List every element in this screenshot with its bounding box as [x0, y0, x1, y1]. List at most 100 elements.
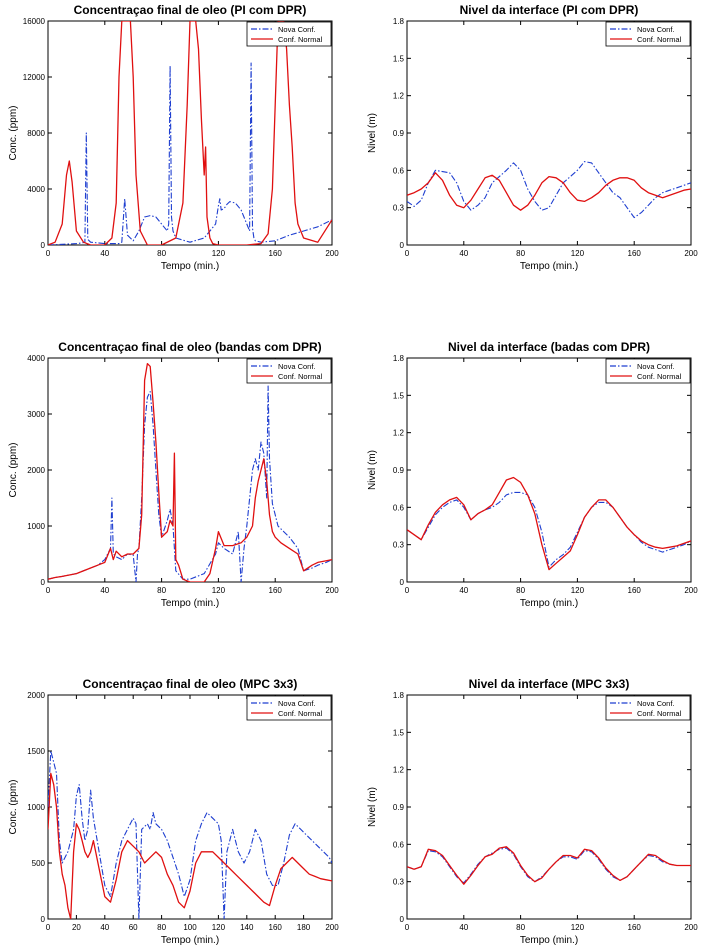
- y-tick-label: 8000: [27, 129, 45, 138]
- y-tick-label: 1500: [27, 747, 45, 756]
- legend-box: [605, 695, 691, 721]
- series-line-nova-conf: [407, 491, 691, 568]
- legend-label: Nova Conf.: [637, 25, 675, 34]
- chart-panel-5: Concentraçao final de oleo (MPC 3x3) Temp…: [8, 677, 339, 946]
- y-tick-label: 1.5: [393, 391, 405, 400]
- x-tick-label: 200: [684, 586, 698, 595]
- y-tick-label: 0: [400, 578, 405, 587]
- y-tick-label: 0.3: [393, 541, 405, 550]
- legend-label: Nova Conf.: [278, 25, 316, 34]
- y-tick-label: 0.3: [393, 204, 405, 213]
- y-tick-label: 2000: [27, 691, 45, 700]
- x-tick-label: 200: [325, 923, 339, 932]
- x-tick-label: 60: [129, 923, 138, 932]
- chart-panel-1: Concentraçao final de oleo (PI com DPR) T…: [8, 3, 339, 272]
- x-tick-label: 120: [212, 923, 226, 932]
- y-axis-label: Conc. (ppm): [8, 779, 19, 834]
- x-tick-label: 40: [100, 586, 109, 595]
- chart-title: Nivel da interface (PI com DPR): [460, 3, 639, 17]
- chart-title: Nivel da interface (badas com DPR): [448, 340, 650, 354]
- chart-title: Nivel da interface (MPC 3x3): [469, 677, 630, 691]
- legend-box: [246, 358, 332, 384]
- x-tick-label: 40: [459, 249, 468, 258]
- y-tick-label: 1.8: [393, 17, 405, 26]
- plot-area: [406, 20, 692, 246]
- x-tick-label: 40: [459, 923, 468, 932]
- y-tick-label: 0: [41, 915, 46, 924]
- x-tick-label: 200: [684, 249, 698, 258]
- series-line-nova-conf: [48, 62, 332, 245]
- legend-label: Conf. Normal: [637, 35, 682, 44]
- y-tick-label: 0.9: [393, 803, 405, 812]
- y-tick-label: 1.5: [393, 54, 405, 63]
- chart-title: Concentraçao final de oleo (bandas com D…: [58, 340, 321, 354]
- x-tick-label: 0: [46, 249, 51, 258]
- x-axis-label: Tempo (min.): [520, 261, 578, 272]
- legend-label: Conf. Normal: [637, 372, 682, 381]
- series-group: [48, 362, 332, 582]
- x-tick-label: 80: [157, 923, 166, 932]
- y-axis-label: Nivel (m): [367, 450, 378, 490]
- legend: Nova Conf.Conf. Normal: [605, 695, 691, 721]
- y-tick-label: 0.3: [393, 878, 405, 887]
- chart-panel-3: Concentraçao final de oleo (bandas com D…: [8, 340, 339, 609]
- x-tick-label: 100: [183, 923, 197, 932]
- y-tick-label: 4000: [27, 354, 45, 363]
- x-tick-label: 120: [571, 923, 585, 932]
- chart-panel-4: Nivel da interface (badas com DPR) Tempo …: [367, 340, 698, 609]
- plot-area: [47, 20, 333, 246]
- x-tick-label: 140: [240, 923, 254, 932]
- series-group: [48, 750, 332, 919]
- x-axis-label: Tempo (min.): [520, 935, 578, 946]
- series-line-nova-conf: [407, 161, 691, 219]
- y-tick-label: 2000: [27, 466, 45, 475]
- y-tick-label: 0: [400, 241, 405, 250]
- y-tick-label: 3000: [27, 410, 45, 419]
- y-tick-label: 0.6: [393, 166, 405, 175]
- chart-title: Concentraçao final de oleo (MPC 3x3): [83, 677, 298, 691]
- x-tick-label: 40: [459, 586, 468, 595]
- series-group: [407, 161, 691, 219]
- legend-box: [246, 695, 332, 721]
- y-tick-label: 0.9: [393, 129, 405, 138]
- y-tick-label: 0: [400, 915, 405, 924]
- x-tick-label: 200: [325, 249, 339, 258]
- x-tick-label: 160: [269, 586, 283, 595]
- x-tick-label: 40: [100, 923, 109, 932]
- y-tick-label: 1000: [27, 803, 45, 812]
- legend-label: Nova Conf.: [278, 362, 316, 371]
- x-tick-label: 0: [46, 923, 51, 932]
- legend: Nova Conf.Conf. Normal: [246, 695, 332, 721]
- legend-label: Nova Conf.: [278, 699, 316, 708]
- legend-label: Nova Conf.: [637, 699, 675, 708]
- x-tick-label: 120: [212, 586, 226, 595]
- y-tick-label: 1000: [27, 522, 45, 531]
- x-tick-label: 0: [405, 586, 410, 595]
- x-tick-label: 0: [405, 923, 410, 932]
- y-tick-label: 1.2: [393, 766, 405, 775]
- legend-label: Conf. Normal: [637, 709, 682, 718]
- y-tick-label: 0: [41, 578, 46, 587]
- chart-panel-2: Nivel da interface (PI com DPR) Tempo (mi…: [367, 3, 698, 272]
- x-tick-label: 120: [571, 249, 585, 258]
- plot-area: [406, 357, 692, 583]
- legend-box: [605, 358, 691, 384]
- y-tick-label: 1.8: [393, 691, 405, 700]
- y-tick-label: 4000: [27, 185, 45, 194]
- y-tick-label: 12000: [23, 73, 46, 82]
- x-tick-label: 200: [325, 586, 339, 595]
- legend: Nova Conf.Conf. Normal: [605, 21, 691, 47]
- series-group: [407, 846, 691, 885]
- x-axis-label: Tempo (min.): [161, 261, 219, 272]
- legend-label: Conf. Normal: [278, 35, 323, 44]
- legend-label: Conf. Normal: [278, 709, 323, 718]
- x-tick-label: 80: [516, 249, 525, 258]
- y-axis-label: Nivel (m): [367, 787, 378, 827]
- y-tick-label: 1.2: [393, 429, 405, 438]
- plot-area: [406, 694, 692, 920]
- legend-box: [605, 21, 691, 47]
- x-axis-label: Tempo (min.): [520, 598, 578, 609]
- x-tick-label: 20: [72, 923, 81, 932]
- legend-box: [246, 21, 332, 47]
- x-tick-label: 200: [684, 923, 698, 932]
